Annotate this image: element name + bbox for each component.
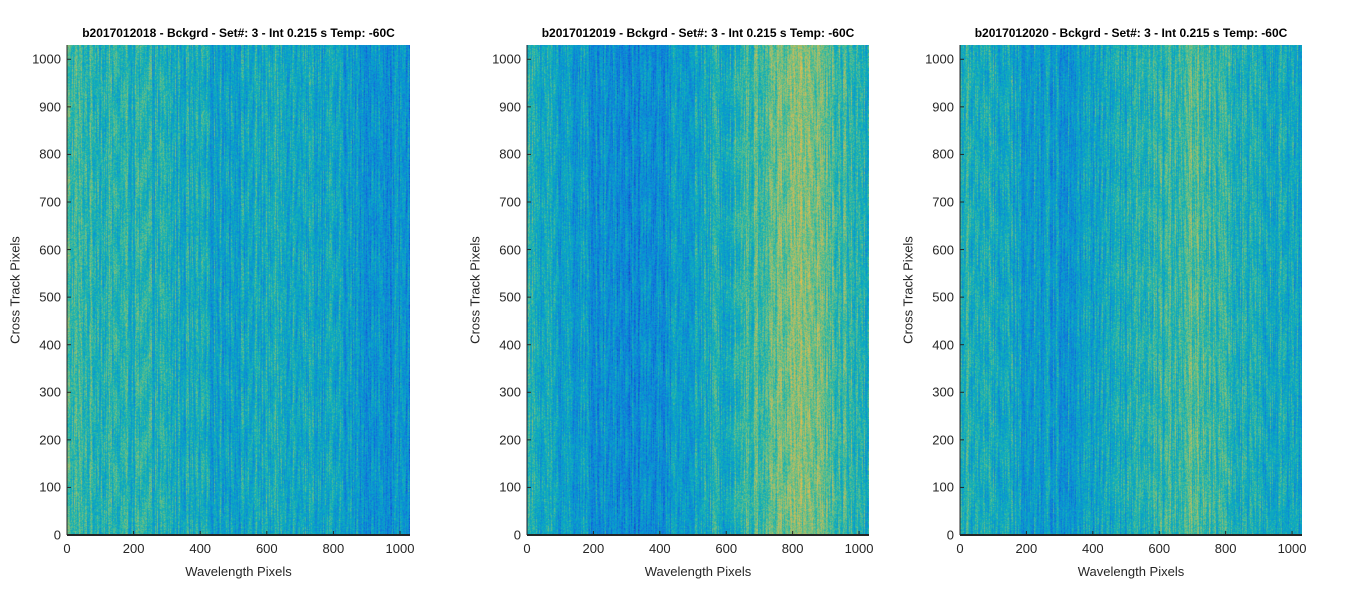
x-axis-label: Wavelength Pixels bbox=[644, 564, 752, 579]
x-tick-label: 0 bbox=[523, 541, 531, 556]
x-tick-label: 200 bbox=[1015, 541, 1038, 556]
x-axis-label: Wavelength Pixels bbox=[1077, 564, 1185, 579]
y-tick-label: 600 bbox=[39, 242, 61, 258]
y-tick-label: 300 bbox=[932, 384, 954, 400]
y-tick-label: 900 bbox=[499, 99, 521, 115]
y-tick-label: 500 bbox=[932, 289, 954, 305]
x-tick-label: 400 bbox=[648, 541, 671, 556]
plot-title: b2017012020 - Bckgrd - Set#: 3 - Int 0.2… bbox=[974, 26, 1288, 40]
x-tick-label: 1000 bbox=[1277, 541, 1307, 556]
heatmap-image bbox=[67, 45, 410, 535]
y-tick-label: 500 bbox=[499, 289, 521, 305]
y-tick-label: 400 bbox=[932, 337, 954, 353]
y-tick-label: 0 bbox=[513, 527, 521, 543]
heatmap-image bbox=[960, 45, 1302, 535]
y-tick-label: 400 bbox=[499, 337, 521, 353]
y-tick-label: 100 bbox=[932, 479, 954, 495]
y-tick-label: 300 bbox=[499, 384, 521, 400]
x-tick-label: 800 bbox=[322, 541, 345, 556]
plot-title: b2017012019 - Bckgrd - Set#: 3 - Int 0.2… bbox=[541, 26, 855, 40]
x-tick-label: 0 bbox=[63, 541, 71, 556]
x-tick-label: 600 bbox=[1148, 541, 1171, 556]
y-tick-label: 800 bbox=[499, 146, 521, 162]
y-tick-label: 600 bbox=[499, 242, 521, 258]
y-tick-label: 100 bbox=[499, 479, 521, 495]
plot-title: b2017012018 - Bckgrd - Set#: 3 - Int 0.2… bbox=[82, 26, 395, 40]
x-tick-label: 1000 bbox=[844, 541, 874, 556]
y-tick-label: 1000 bbox=[925, 51, 954, 67]
y-tick-label: 900 bbox=[932, 99, 954, 115]
y-tick-label: 200 bbox=[932, 432, 954, 448]
x-tick-label: 200 bbox=[122, 541, 145, 556]
y-tick-label: 1000 bbox=[492, 51, 521, 67]
y-tick-label: 700 bbox=[499, 194, 521, 210]
x-tick-label: 200 bbox=[582, 541, 605, 556]
y-tick-label: 0 bbox=[946, 527, 954, 543]
x-tick-label: 1000 bbox=[385, 541, 415, 556]
y-tick-label: 200 bbox=[499, 432, 521, 448]
y-tick-label: 600 bbox=[932, 242, 954, 258]
x-tick-label: 600 bbox=[255, 541, 278, 556]
x-tick-label: 800 bbox=[781, 541, 804, 556]
y-tick-label: 900 bbox=[39, 99, 61, 115]
y-tick-label: 700 bbox=[932, 194, 954, 210]
y-tick-label: 800 bbox=[932, 146, 954, 162]
y-tick-label: 500 bbox=[39, 289, 61, 305]
y-tick-label: 1000 bbox=[32, 51, 61, 67]
y-tick-label: 800 bbox=[39, 146, 61, 162]
x-tick-label: 800 bbox=[1214, 541, 1237, 556]
heatmap-image bbox=[527, 45, 869, 535]
x-tick-label: 400 bbox=[189, 541, 212, 556]
x-tick-label: 0 bbox=[956, 541, 964, 556]
y-tick-label: 700 bbox=[39, 194, 61, 210]
x-tick-label: 600 bbox=[715, 541, 738, 556]
y-tick-label: 300 bbox=[39, 384, 61, 400]
y-tick-label: 0 bbox=[53, 527, 61, 543]
x-tick-label: 400 bbox=[1081, 541, 1104, 556]
y-tick-label: 400 bbox=[39, 337, 61, 353]
y-tick-label: 100 bbox=[39, 479, 61, 495]
y-tick-label: 200 bbox=[39, 432, 61, 448]
x-axis-label: Wavelength Pixels bbox=[185, 564, 292, 579]
